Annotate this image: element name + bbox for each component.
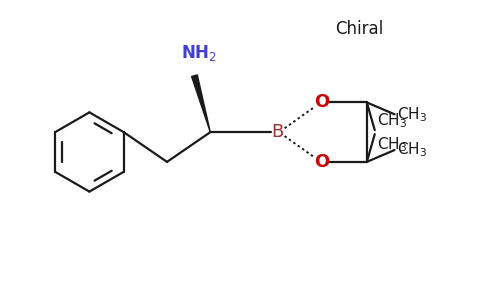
Text: B: B xyxy=(272,123,284,141)
Text: CH$_3$: CH$_3$ xyxy=(377,112,407,130)
Text: CH$_3$: CH$_3$ xyxy=(396,141,427,159)
Text: O: O xyxy=(314,93,329,111)
Text: NH$_2$: NH$_2$ xyxy=(181,43,216,63)
Text: Chiral: Chiral xyxy=(335,20,383,38)
Text: CH$_3$: CH$_3$ xyxy=(377,135,407,154)
Text: CH$_3$: CH$_3$ xyxy=(396,105,427,124)
Text: O: O xyxy=(314,153,329,171)
Polygon shape xyxy=(192,75,210,132)
